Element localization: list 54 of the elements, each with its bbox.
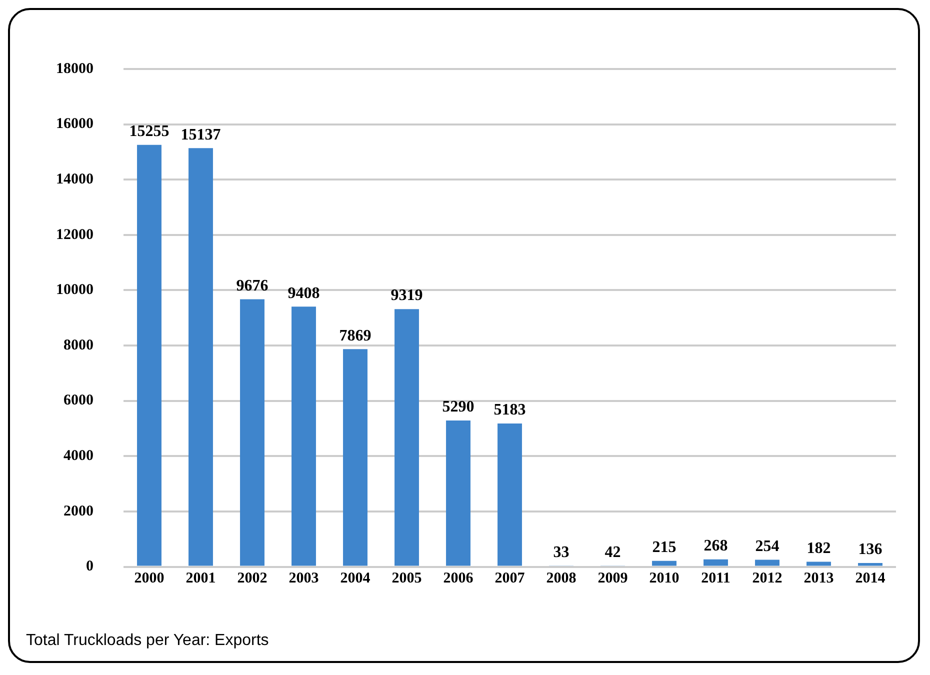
x-tick-label: 2002 xyxy=(237,570,268,587)
y-tick-label: 16000 xyxy=(56,116,94,132)
bar xyxy=(446,420,470,566)
data-label: 215 xyxy=(652,538,676,556)
y-tick-label: 10000 xyxy=(56,282,94,298)
x-tick-label: 2010 xyxy=(649,570,680,587)
x-tick-label: 2008 xyxy=(546,570,576,587)
bar xyxy=(394,309,419,566)
data-label: 9676 xyxy=(236,277,268,294)
data-label: 268 xyxy=(704,538,728,555)
bar xyxy=(343,349,368,566)
bar xyxy=(755,560,780,566)
x-tick-label: 2013 xyxy=(804,570,834,587)
y-tick-label: 6000 xyxy=(64,392,94,409)
y-tick-label: 8000 xyxy=(64,337,94,354)
bar xyxy=(292,306,316,566)
data-label: 254 xyxy=(755,538,780,555)
data-label: 15255 xyxy=(129,123,170,140)
bar xyxy=(858,563,882,566)
data-label: 5183 xyxy=(494,402,526,419)
y-tick-label: 4000 xyxy=(64,448,94,464)
bar xyxy=(704,559,728,566)
text: Total Truckloads per Year: Exports xyxy=(26,632,269,649)
data-label: 9319 xyxy=(390,287,423,304)
y-tick-label: 12000 xyxy=(56,226,94,243)
x-tick-label: 2007 xyxy=(494,570,526,587)
x-tick-label: 2003 xyxy=(288,570,319,587)
data-label: 33 xyxy=(553,544,570,562)
bar xyxy=(498,423,522,566)
data-label: 5290 xyxy=(442,398,474,416)
data-label: 7869 xyxy=(339,327,372,344)
data-label: 182 xyxy=(806,540,831,557)
x-tick-label: 2004 xyxy=(340,570,371,587)
y-tick-label: 18000 xyxy=(56,60,94,77)
x-tick-label: 2012 xyxy=(752,570,782,587)
data-label: 15137 xyxy=(180,126,221,144)
data-label: 42 xyxy=(604,544,621,561)
x-tick-label: 2001 xyxy=(186,570,216,587)
bar xyxy=(188,148,213,566)
y-tick-label: 0 xyxy=(86,558,94,575)
x-tick-label: 2000 xyxy=(134,570,164,587)
x-tick-label: 2005 xyxy=(392,570,422,587)
bar xyxy=(240,299,264,566)
data-label: 9408 xyxy=(288,284,320,302)
x-tick-label: 2011 xyxy=(701,570,730,587)
x-tick-label: 2014 xyxy=(855,570,886,587)
bar xyxy=(137,144,162,566)
y-tick-label: 2000 xyxy=(64,503,94,520)
data-label: 136 xyxy=(858,541,882,558)
bar xyxy=(652,560,676,566)
x-tick-label: 2006 xyxy=(443,570,474,587)
bar xyxy=(806,562,831,566)
y-tick-label: 14000 xyxy=(56,171,94,188)
x-tick-label: 2009 xyxy=(598,570,628,587)
